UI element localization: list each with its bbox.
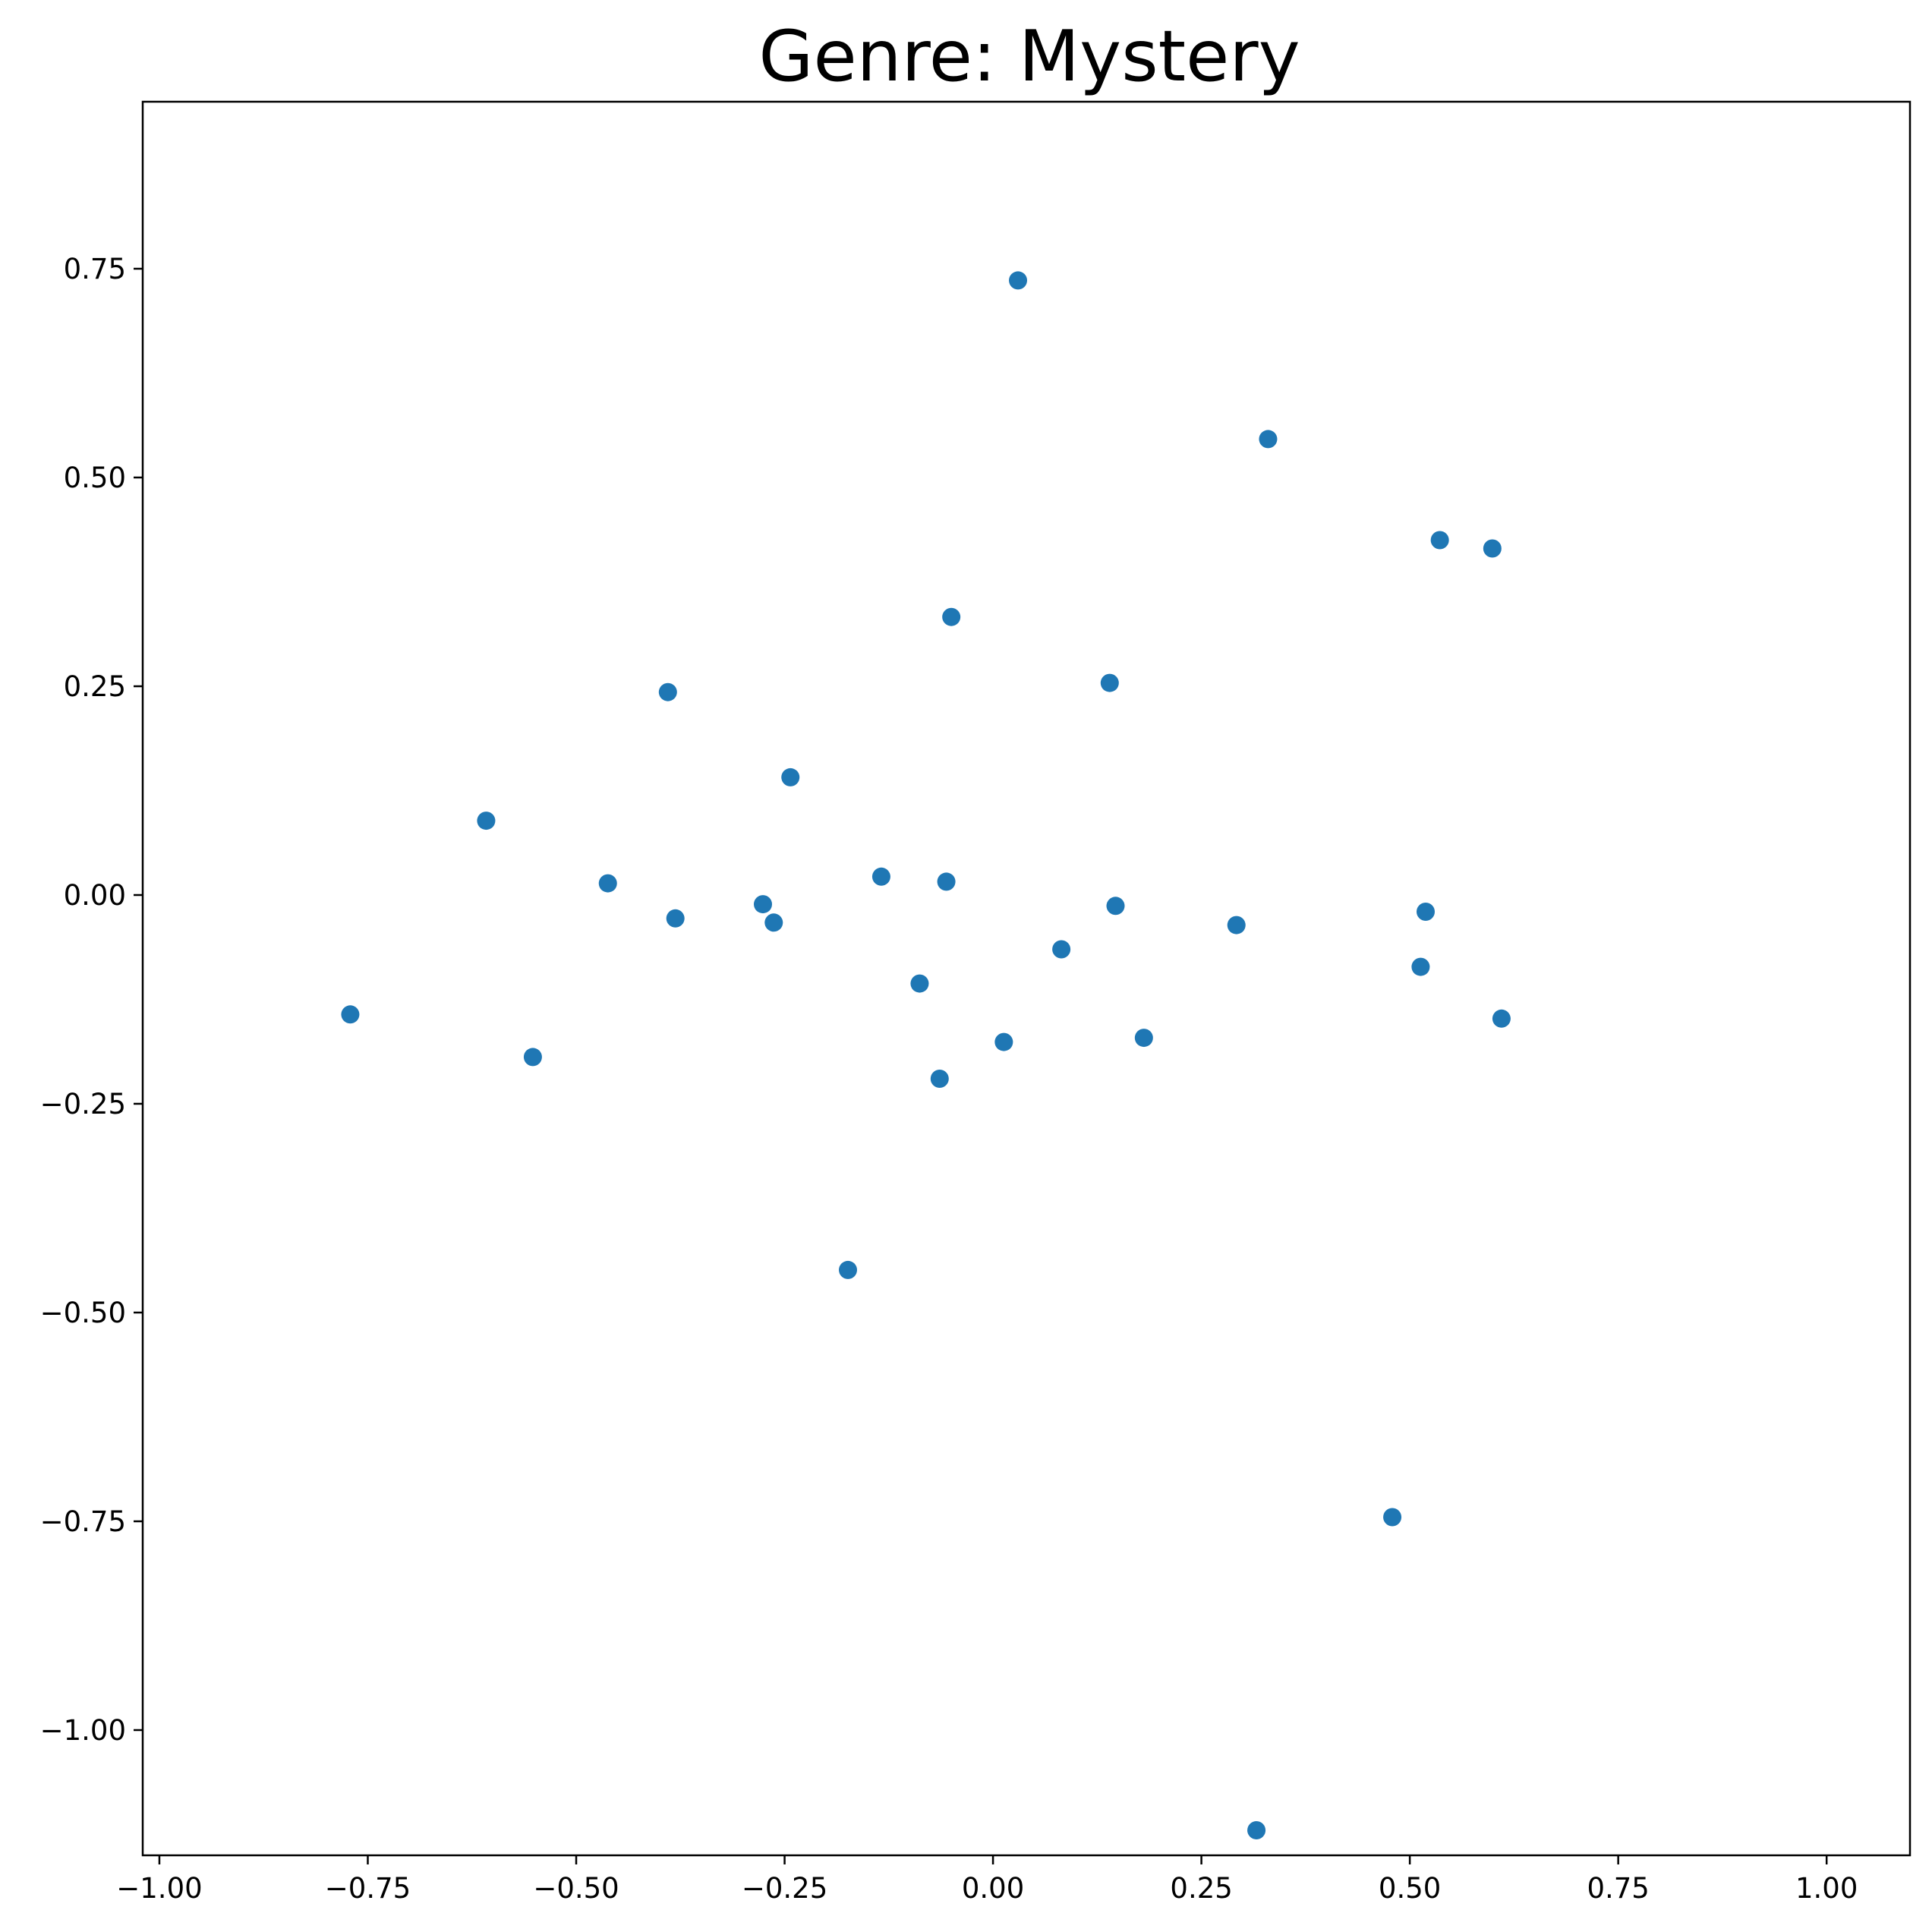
data-point [781,767,800,786]
y-tick-label: −0.25 [40,1088,126,1120]
data-point [930,1070,949,1088]
data-point [598,874,617,893]
x-tick-label: 0.25 [1170,1872,1232,1905]
x-tick-label: 0.75 [1587,1872,1649,1905]
data-point [1411,957,1430,976]
x-axis: −1.00 −0.75 −0.50 −0.25 0.00 0.25 0.50 0.75 1.00 [116,1855,1858,1905]
y-tick-label: 0.25 [64,670,126,703]
chart-title: Genre: Mystery [758,15,1300,97]
data-point [937,872,956,891]
x-tick-label: −0.50 [533,1872,619,1905]
data-point [1492,1009,1511,1028]
data-point [1134,1029,1153,1048]
data-point [1100,673,1119,692]
x-tick-label: −0.25 [742,1872,827,1905]
x-tick-label: 0.50 [1379,1872,1441,1905]
data-point [839,1260,858,1279]
data-point [1247,1821,1266,1839]
data-point [658,682,677,701]
y-tick-label: −0.75 [40,1505,126,1538]
axes-frame [141,100,1912,1857]
y-tick-label: 0.00 [64,879,126,912]
data-point [523,1048,542,1067]
data-point [910,974,929,993]
data-point [753,895,772,914]
data-point [994,1032,1013,1051]
y-tick-label: 0.50 [64,462,126,494]
data-point [341,1005,360,1024]
data-point [1009,271,1028,290]
y-axis: 0.75 0.50 0.25 0.00 −0.25 −0.50 −0.75 −1.00 [40,253,143,1747]
data-point [1416,903,1435,921]
data-point [764,913,783,932]
data-point [1383,1508,1402,1527]
data-point [1227,916,1246,934]
x-tick-label: −1.00 [116,1872,202,1905]
x-tick-label: 0.00 [962,1872,1024,1905]
data-point [477,812,496,830]
data-point [1483,539,1502,558]
plot-area [341,271,1511,1839]
data-point [871,867,890,886]
data-point [1106,897,1125,916]
data-point [942,607,961,626]
x-tick-label: −0.75 [325,1872,411,1905]
y-tick-label: −0.50 [40,1297,126,1329]
data-point [666,909,685,928]
y-tick-label: −1.00 [40,1714,126,1747]
y-tick-label: 0.75 [64,253,126,285]
x-tick-label: 1.00 [1795,1872,1858,1905]
data-point [1259,430,1278,449]
data-point [1430,531,1449,550]
data-point [1052,940,1071,959]
